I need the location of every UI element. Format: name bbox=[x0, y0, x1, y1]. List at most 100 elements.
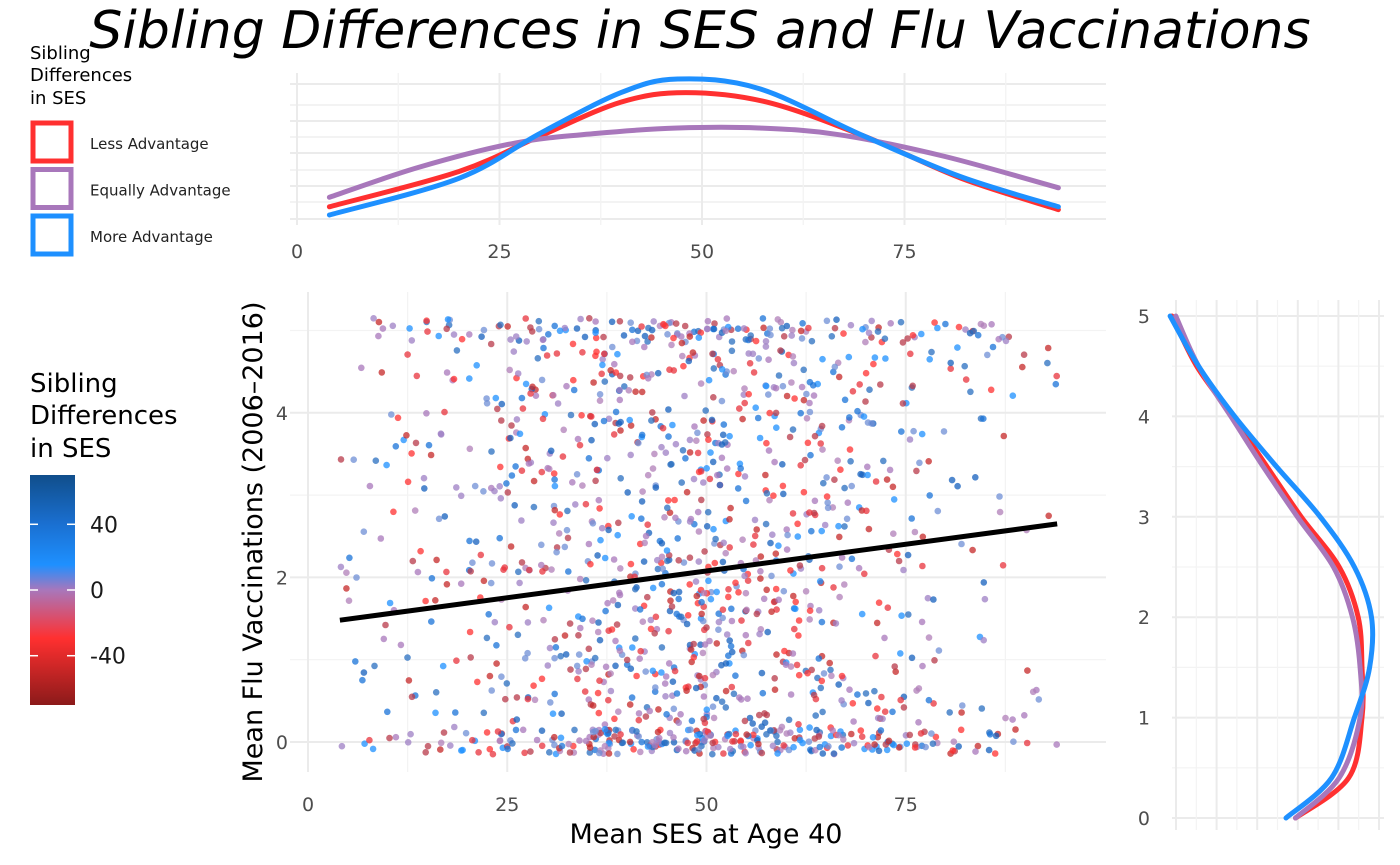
scatter-point bbox=[765, 356, 772, 364]
scatter-point bbox=[948, 476, 956, 484]
scatter-point bbox=[849, 388, 857, 395]
scatter-point bbox=[604, 454, 611, 462]
top-legend-label: Less Advantage bbox=[90, 135, 209, 153]
scatter-point bbox=[577, 624, 584, 632]
scatter-point bbox=[756, 434, 764, 442]
scatter-point bbox=[728, 347, 736, 355]
top-density-x-tick-label: 50 bbox=[690, 241, 714, 263]
scatter-point bbox=[453, 657, 460, 664]
scatter-point bbox=[492, 394, 500, 402]
scatter-point bbox=[602, 663, 610, 671]
scatter-point bbox=[824, 504, 832, 512]
scatter-point bbox=[773, 651, 780, 658]
scatter-point bbox=[930, 700, 937, 707]
scatter-point bbox=[672, 320, 680, 327]
scatter-point bbox=[962, 376, 970, 383]
scatter-point bbox=[651, 742, 659, 749]
scatter-point bbox=[664, 331, 671, 338]
scatter-point bbox=[775, 542, 782, 549]
scatter-point bbox=[516, 430, 524, 438]
scatter-point bbox=[713, 588, 720, 596]
scatter-point bbox=[1023, 739, 1031, 747]
scatter-point bbox=[616, 589, 623, 597]
scatter-point bbox=[722, 704, 730, 711]
scatter-point bbox=[759, 315, 767, 322]
scatter-point bbox=[497, 321, 504, 329]
scatter-point bbox=[483, 634, 491, 642]
scatter-point bbox=[406, 325, 413, 332]
scatter-point bbox=[630, 746, 637, 753]
scatter-point bbox=[737, 738, 744, 745]
scatter-point bbox=[527, 390, 534, 397]
scatter-point bbox=[487, 340, 495, 348]
scatter-point bbox=[745, 390, 752, 398]
scatter-point bbox=[506, 366, 513, 374]
scatter-point bbox=[538, 376, 546, 384]
scatter-point bbox=[611, 715, 618, 723]
scatter-point bbox=[638, 498, 646, 505]
scatter-point bbox=[577, 315, 584, 323]
scatter-point bbox=[913, 467, 920, 475]
scatter-point bbox=[890, 496, 898, 503]
scatter-point bbox=[379, 325, 387, 332]
trend-line bbox=[339, 521, 1058, 623]
scatter-point bbox=[771, 686, 779, 693]
scatter-point bbox=[556, 511, 564, 518]
scatter-point bbox=[662, 693, 669, 700]
scatter-point bbox=[421, 485, 428, 492]
scatter-point bbox=[515, 568, 522, 576]
scatter-point bbox=[808, 527, 815, 535]
scatter-point bbox=[691, 423, 698, 430]
scatter-point bbox=[508, 422, 515, 429]
scatter-point bbox=[644, 593, 651, 601]
scatter-point bbox=[942, 320, 949, 328]
scatter-point bbox=[794, 533, 802, 540]
scatter-point bbox=[722, 687, 730, 695]
scatter-point bbox=[757, 575, 764, 582]
scatter-point bbox=[699, 649, 707, 657]
scatter-point bbox=[428, 618, 435, 625]
scatter-point bbox=[962, 326, 969, 333]
scatter-point bbox=[797, 409, 804, 417]
scatter-point bbox=[635, 716, 643, 724]
scatter-point bbox=[792, 598, 799, 606]
scatter-point bbox=[614, 750, 621, 758]
scatter-point bbox=[836, 593, 843, 601]
scatter-point bbox=[588, 413, 595, 420]
scatter-point bbox=[825, 743, 832, 750]
scatter-point bbox=[359, 676, 366, 684]
x-tick-label: 0 bbox=[302, 794, 314, 816]
top-density-x-tick-label: 0 bbox=[291, 241, 303, 263]
scatter-point bbox=[828, 333, 836, 340]
scatter-point bbox=[831, 476, 838, 484]
scatter-point bbox=[452, 709, 459, 716]
scatter-point bbox=[369, 745, 377, 753]
scatter-point bbox=[818, 564, 826, 572]
scatter-points bbox=[337, 315, 1060, 758]
scatter-point bbox=[719, 614, 726, 622]
scatter-point bbox=[629, 644, 636, 651]
scatter-point bbox=[585, 540, 593, 548]
colorbar-title-line-2: Differences bbox=[30, 401, 178, 431]
scatter-point bbox=[769, 531, 776, 538]
scatter-point bbox=[521, 655, 529, 662]
scatter-point bbox=[483, 400, 491, 407]
scatter-point bbox=[865, 525, 873, 533]
scatter-point bbox=[767, 539, 774, 547]
scatter-point bbox=[554, 400, 562, 407]
scatter-point bbox=[863, 507, 870, 515]
scatter-point bbox=[524, 695, 532, 703]
scatter-point bbox=[404, 351, 411, 358]
scatter-point bbox=[671, 496, 678, 504]
top-density-legend: Sibling Differences in SES Less Advantag… bbox=[30, 43, 231, 257]
scatter-point bbox=[513, 716, 521, 723]
scatter-point bbox=[726, 516, 733, 523]
scatter-point bbox=[871, 687, 878, 695]
scatter-point bbox=[884, 604, 892, 611]
scatter-point bbox=[1021, 712, 1028, 719]
scatter-point bbox=[596, 505, 603, 512]
scatter-point bbox=[681, 322, 689, 330]
top-legend-title-line-1: Sibling bbox=[30, 43, 91, 64]
scatter-point bbox=[835, 522, 842, 530]
